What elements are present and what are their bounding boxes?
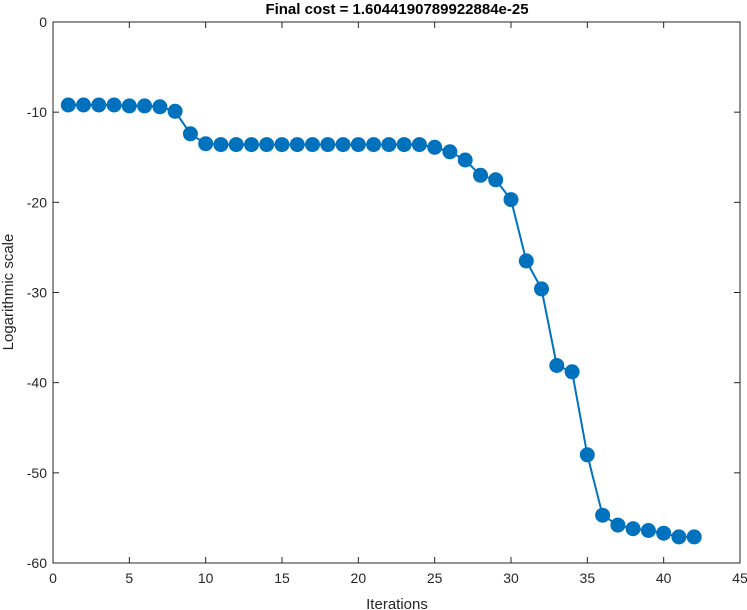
data-point — [121, 98, 137, 114]
data-point — [60, 97, 76, 113]
data-point — [625, 521, 641, 537]
data-point — [671, 529, 687, 545]
data-point — [503, 192, 519, 208]
x-tick-label: 20 — [351, 570, 367, 586]
data-point — [244, 137, 259, 153]
data-point — [152, 99, 168, 115]
x-tick-label: 5 — [125, 570, 133, 586]
data-point — [640, 523, 656, 538]
data-point — [167, 103, 183, 119]
chart-title: Final cost = 1.6044190789922884e-25 — [265, 1, 528, 18]
data-point — [549, 358, 565, 373]
data-point — [228, 137, 244, 153]
data-point — [518, 253, 534, 269]
y-axis: 0 -10 -20 -30 -40 -50 -60 — [27, 14, 740, 571]
data-point — [610, 517, 626, 533]
y-tick-label: -20 — [27, 194, 47, 210]
data-point — [182, 126, 198, 142]
data-point — [350, 137, 366, 153]
data-point — [427, 139, 443, 155]
data-point — [76, 97, 91, 113]
data-point — [457, 152, 473, 168]
x-tick-label: 0 — [49, 570, 57, 586]
data-point — [473, 167, 488, 183]
data-point — [442, 144, 458, 160]
y-tick-label: -60 — [27, 555, 47, 571]
x-tick-label: 30 — [503, 570, 519, 586]
data-point — [305, 137, 320, 153]
data-point — [198, 136, 214, 152]
data-point — [595, 507, 611, 523]
data-point — [213, 137, 229, 153]
data-point — [366, 137, 382, 153]
x-axis-label: Iterations — [366, 596, 428, 610]
x-axis: 0 5 10 15 20 25 30 35 40 45 — [49, 22, 747, 586]
data-point — [656, 525, 672, 541]
data-point — [335, 137, 351, 153]
data-point — [106, 97, 122, 113]
x-tick-label: 40 — [656, 570, 672, 586]
data-point — [564, 364, 580, 380]
x-tick-label: 35 — [580, 570, 596, 586]
x-tick-label: 10 — [198, 570, 214, 586]
series-layer — [60, 97, 702, 545]
y-axis-label: Logarithmic scale — [0, 234, 17, 351]
data-point — [289, 137, 305, 153]
data-point — [274, 137, 290, 153]
data-point — [534, 281, 549, 297]
x-tick-label: 25 — [427, 570, 443, 586]
series-line — [68, 104, 695, 538]
data-point — [91, 97, 107, 113]
data-point — [259, 137, 275, 153]
data-point — [411, 137, 427, 153]
y-tick-label: -40 — [27, 375, 47, 391]
x-tick-label: 45 — [732, 570, 747, 586]
data-point — [137, 98, 153, 114]
data-point — [686, 529, 702, 545]
data-point — [381, 137, 397, 153]
y-tick-label: -50 — [27, 465, 47, 481]
data-point — [579, 447, 595, 463]
data-point — [396, 137, 412, 153]
x-tick-label: 15 — [274, 570, 290, 586]
y-tick-label: 0 — [39, 14, 47, 30]
data-point — [488, 172, 504, 188]
y-tick-label: -30 — [27, 285, 47, 301]
y-tick-label: -10 — [27, 104, 47, 120]
data-point — [320, 137, 336, 153]
